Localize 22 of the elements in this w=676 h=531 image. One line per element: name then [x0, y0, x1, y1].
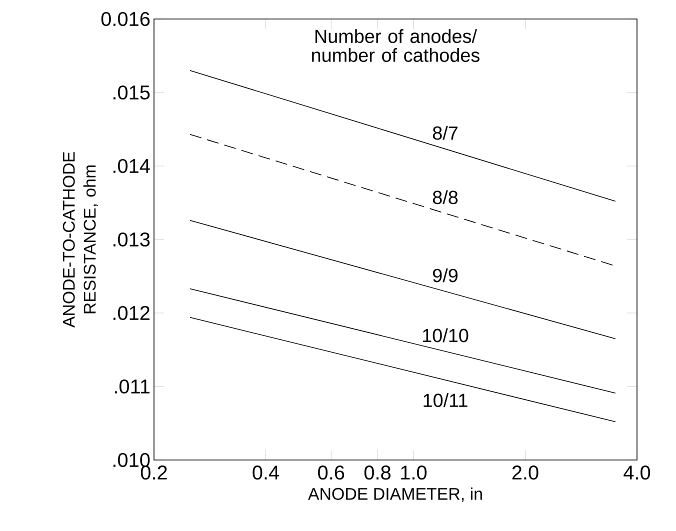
series-label: 10/10 — [423, 328, 468, 342]
series-label: 8/7 — [432, 126, 458, 140]
x-tick-label: 0.4 — [252, 466, 280, 480]
y-tick-label: .013 — [114, 232, 150, 247]
legend-title: Number of anodes/ number of cathodes — [312, 29, 480, 62]
x-tick-label: 2.0 — [512, 466, 538, 480]
y-tick-label: .015 — [114, 85, 150, 100]
x-tick-label: 4.0 — [624, 466, 650, 480]
series-label: 10/11 — [424, 393, 468, 408]
x-tick-label: 1.0 — [401, 466, 427, 480]
y-tick-label: 0.016 — [101, 12, 150, 26]
y-tick-label: .012 — [114, 306, 150, 320]
x-axis-title: ANODE DIAMETER, in — [308, 487, 482, 502]
x-tick-label: 0.2 — [140, 466, 167, 480]
series-label: 9/9 — [433, 268, 458, 282]
x-tick-label: 0.8 — [364, 466, 391, 480]
series-label: 8/8 — [432, 190, 458, 204]
y-tick-label: .010 — [114, 452, 150, 468]
y-tick-label: .011 — [114, 379, 150, 394]
y-tick-label: .014 — [114, 158, 150, 174]
x-tick-label: 0.6 — [318, 466, 344, 480]
y-axis-title: ANODE-TO-CATHODE RESISTANCE, ohm — [62, 152, 98, 328]
